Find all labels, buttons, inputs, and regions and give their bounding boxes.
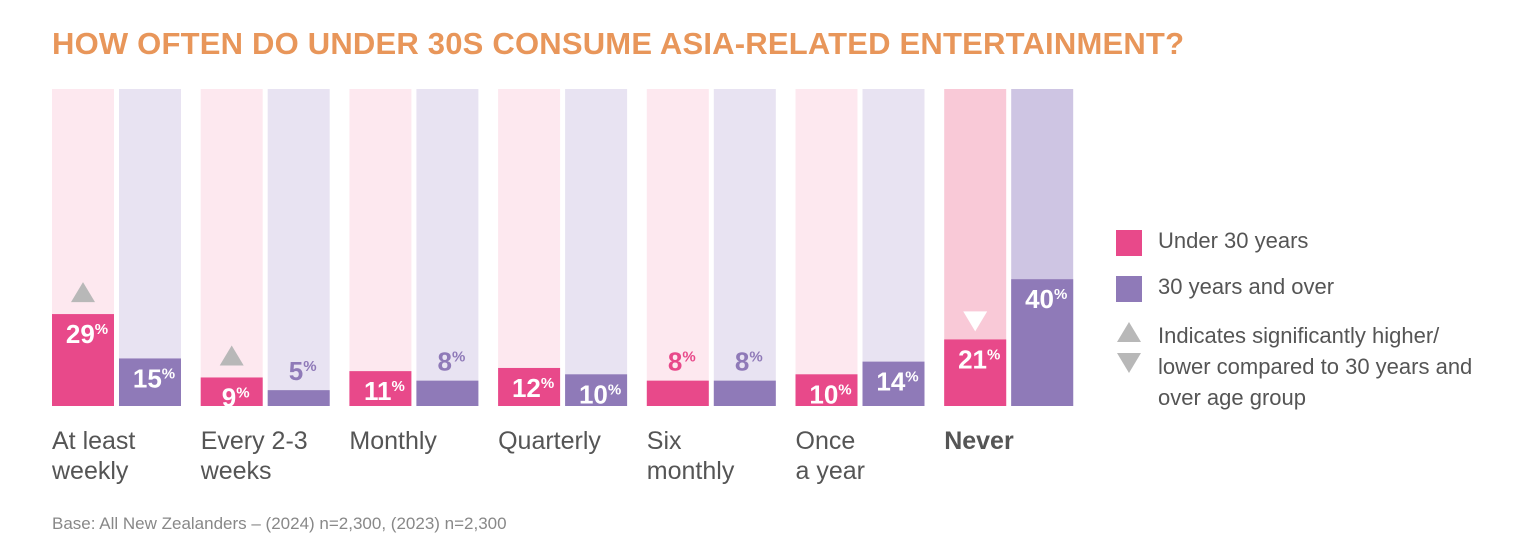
bar-over30 [713, 380, 776, 406]
bar-over30 [267, 390, 330, 406]
bar-under30 [944, 339, 1007, 406]
bar-background [713, 89, 776, 406]
category-label: Never [944, 427, 1014, 455]
data-label: 8% [735, 347, 763, 377]
triangle-down-icon [963, 311, 988, 332]
category-label: Monthly [349, 427, 437, 455]
bar-under30 [646, 380, 709, 406]
data-label: 10% [809, 379, 851, 409]
category-label: Six monthly [646, 427, 735, 485]
category-label: At least weekly [52, 427, 136, 485]
category-label: Every 2-3 weeks [200, 427, 308, 485]
triangle-up-icon [219, 345, 244, 366]
bar-under30 [200, 377, 263, 406]
legend-label-under30: Under 30 years [1158, 228, 1309, 253]
category-label: Quarterly [498, 427, 601, 455]
bar-over30 [416, 380, 479, 406]
bar-background [862, 89, 925, 406]
bar-background [498, 89, 561, 406]
bar-over30 [565, 374, 628, 406]
bar-background [416, 89, 479, 406]
bar-background [349, 89, 412, 406]
triangle-up-icon [71, 282, 95, 303]
legend-label-indicator-2: lower compared to 30 years and [1158, 354, 1473, 379]
bar-over30 [119, 358, 181, 406]
bar-under30 [52, 314, 114, 406]
bar-background [119, 89, 181, 406]
significance-icons [1117, 322, 1141, 373]
triangle-up-icon [1117, 322, 1141, 342]
data-label: 9% [222, 382, 250, 412]
bar-under30 [349, 371, 412, 406]
data-label: 8% [668, 347, 696, 377]
triangle-down-icon [1117, 353, 1141, 373]
chart-title: HOW OFTEN DO UNDER 30S CONSUME ASIA-RELA… [52, 26, 1185, 61]
bar-background [267, 89, 330, 406]
data-label: 14% [876, 367, 918, 397]
data-label: 21% [958, 344, 1000, 374]
bar-under30 [795, 374, 858, 406]
bar-background [646, 89, 709, 406]
legend-swatch-under30 [1116, 230, 1142, 256]
data-label: 29% [66, 319, 108, 349]
base-note: Base: All New Zealanders – (2024) n=2,30… [52, 514, 507, 533]
bar-background [795, 89, 858, 406]
legend-label-indicator-3: over age group [1158, 385, 1306, 410]
data-label: 40% [1025, 284, 1067, 314]
bar-under30 [498, 367, 561, 406]
data-label: 5% [289, 356, 317, 386]
category-label: Once a year [795, 427, 865, 485]
legend-swatch-over30 [1116, 276, 1142, 302]
bar-background [565, 89, 628, 406]
legend-label-indicator-1: Indicates significantly higher/ [1158, 323, 1440, 348]
data-label: 8% [437, 347, 465, 377]
data-label: 12% [512, 373, 554, 403]
bar-over30 [862, 361, 925, 406]
data-label: 11% [364, 376, 405, 406]
data-label: 10% [579, 379, 621, 409]
data-label: 15% [133, 363, 175, 393]
bar-over30 [1011, 279, 1074, 406]
legend-label-over30: 30 years and over [1158, 274, 1335, 299]
